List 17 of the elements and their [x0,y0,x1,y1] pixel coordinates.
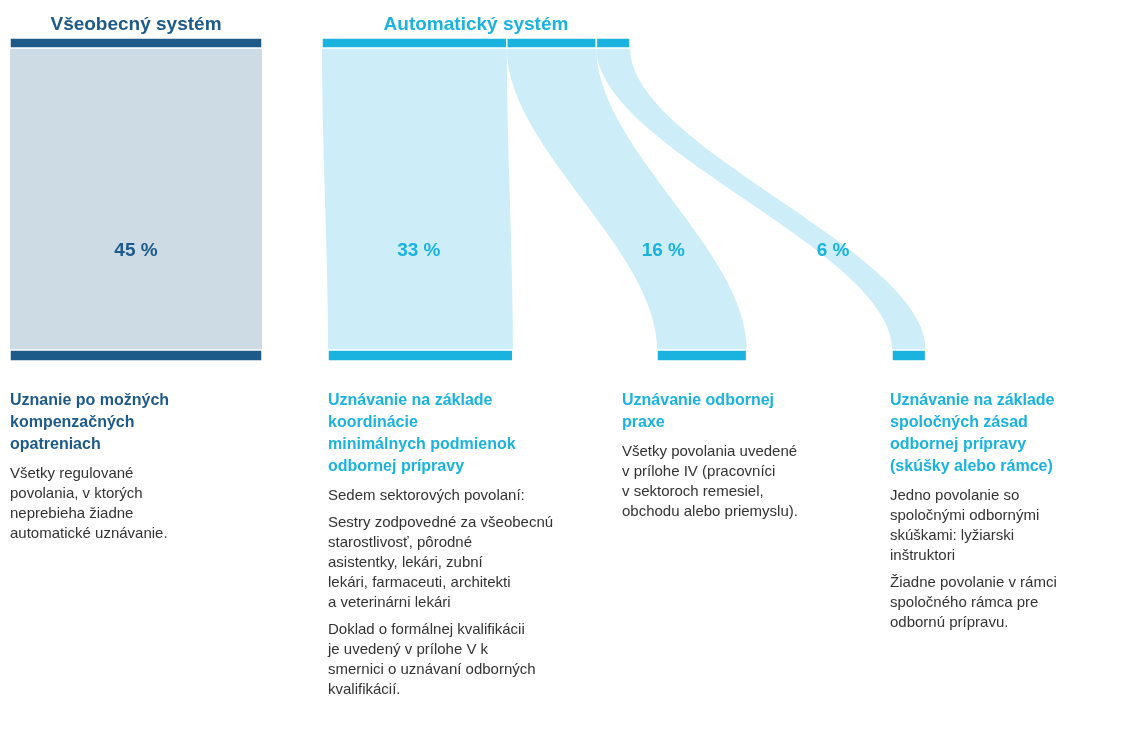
text: Doklad o formálnej kvalifikácii je uvedený v prílohe V k smernici o uznávaní odborných kvalifikácií. [328,620,536,697]
series-label: Všeobecný systém [50,13,222,34]
text: Všetky povolania uvedené v prílohe IV (pracovníci v sektoroch remesiel, obchodu alebo priemyslu). [622,442,798,519]
category-label: Uznanie po možných kompenzačných opatreniach [10,391,170,452]
text: Jedno povolanie so spoločnými odbornými skúškami: lyžiarski inštruktori [890,486,1040,563]
text: Sedem sektorových povolaní: [328,486,525,503]
data-label: 16 % [641,239,686,260]
text: Všetky regulované povolania, v ktorých neprebieha žiadne automatické uznávanie. [10,464,168,541]
text: Žiadne povolanie v rámci spoločného rámca pre odbornú prípravu. [890,573,1057,630]
category-label: Uznávanie odbornej praxe [622,391,775,430]
category-label: Uznávanie na základe spoločných zásad odbornej prípravy (skúšky alebo rámce) [890,391,1055,474]
text: Sestry zodpovedné za všeobecnú starostlivosť, pôrodné asistentky, lekári, zubní lekári, farmaceuti, architekti a veterinárni lekári [328,513,554,610]
category-label: Uznávanie na základe koordinácie minimálnych podmienok odbornej prípravy [328,391,516,474]
data-label: 6 % [816,239,850,260]
series-label: Automatický systém [383,13,569,34]
data-label: 33 % [397,239,441,260]
data-label: 45 % [114,239,158,260]
